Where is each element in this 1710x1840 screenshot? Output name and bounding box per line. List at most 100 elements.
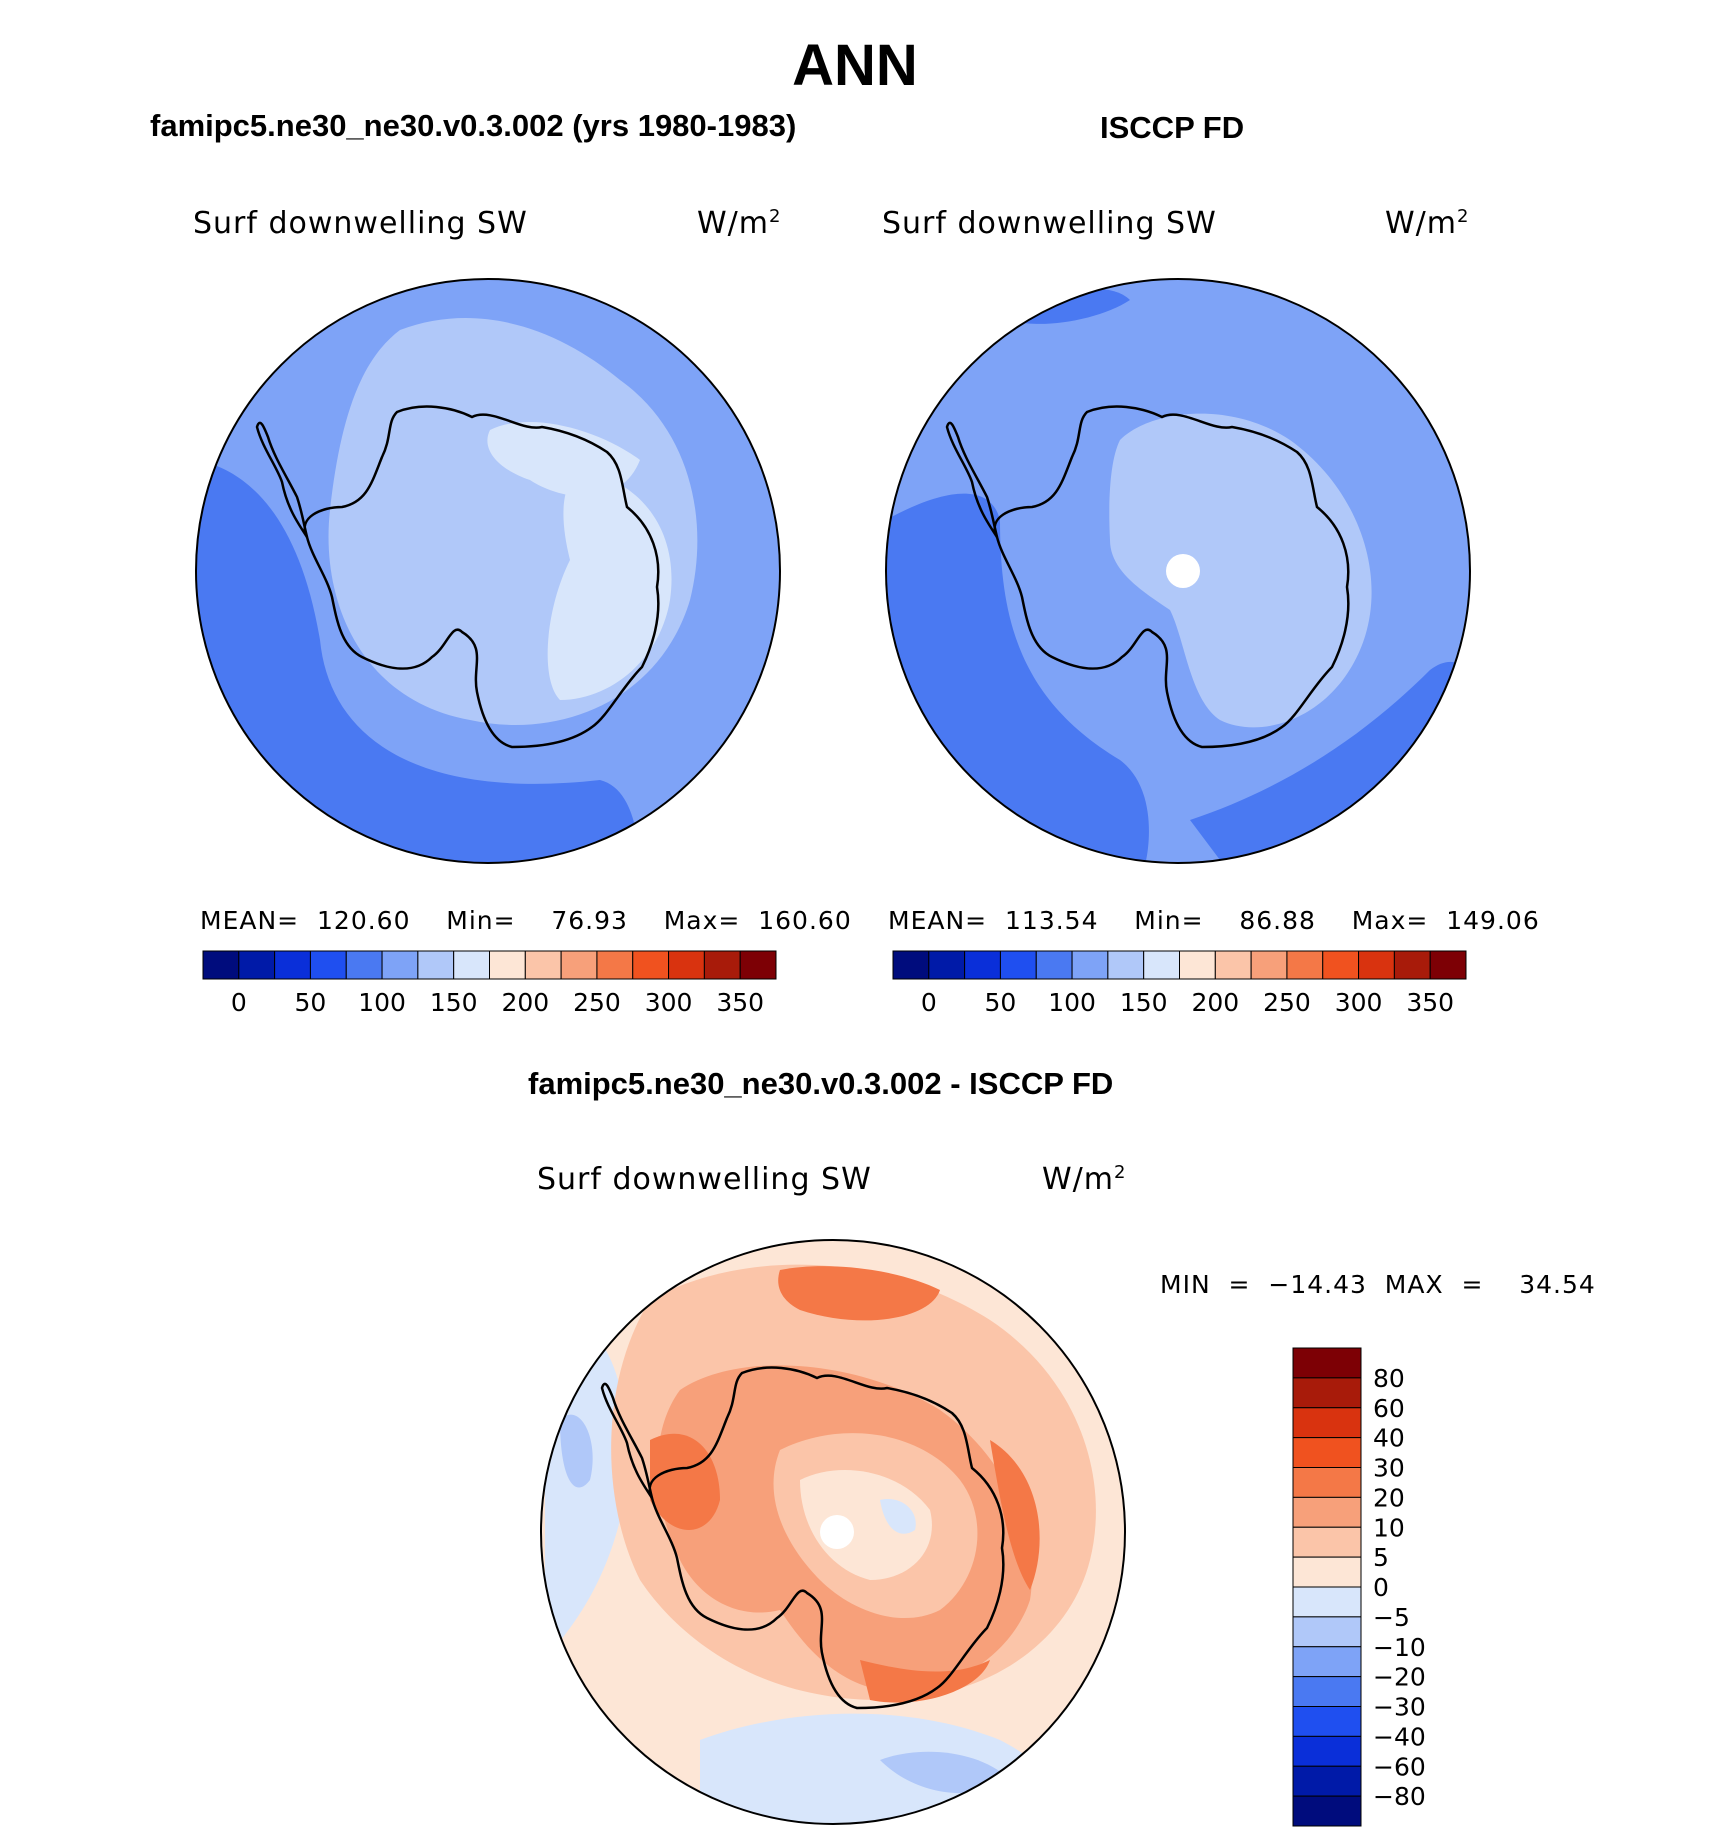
model-colorbar-tick-label: 0 xyxy=(231,988,247,1017)
obs-variable-label: Surf downwelling SW xyxy=(882,206,1217,241)
diff-colorbar-tick-label: −5 xyxy=(1373,1603,1410,1632)
model-colorbar-swatch xyxy=(524,950,562,980)
diff-colorbar-tick-label: 5 xyxy=(1373,1543,1389,1572)
model-units-label: W/m2 xyxy=(697,206,782,241)
model-colorbar-swatch xyxy=(345,950,383,980)
obs-colorbar-swatch xyxy=(1286,950,1324,980)
diff-colorbar-swatch xyxy=(1292,1556,1362,1588)
diff-colorbar-tick-label: 80 xyxy=(1373,1364,1405,1393)
model-colorbar-swatch xyxy=(274,950,311,980)
model-variable-label: Surf downwelling SW xyxy=(193,206,528,241)
model-map xyxy=(196,279,780,863)
diff-colorbar-swatch xyxy=(1292,1437,1362,1468)
diff-colorbar-swatch xyxy=(1292,1735,1362,1767)
obs-colorbar-tick-label: 0 xyxy=(921,988,937,1017)
obs-colorbar-tick-label: 150 xyxy=(1120,988,1168,1017)
diff-colorbar-swatch xyxy=(1292,1795,1362,1827)
obs-colorbar-swatch xyxy=(964,950,1001,980)
model-colorbar-swatch xyxy=(417,950,455,980)
model-colorbar-swatch xyxy=(739,950,777,980)
obs-colorbar: 0 50 100 150 200 250 300 350 xyxy=(892,950,1467,1017)
diff-panel-title: famipc5.ne30_ne30.v0.3.002 - ISCCP FD xyxy=(528,1066,1114,1101)
obs-colorbar-tick-label: 100 xyxy=(1048,988,1096,1017)
obs-colorbar-swatch xyxy=(999,950,1037,980)
diff-stats: MIN = −14.43 MAX = 34.54 xyxy=(1160,1270,1596,1299)
model-panel-title: famipc5.ne30_ne30.v0.3.002 (yrs 1980-198… xyxy=(150,108,797,143)
obs-colorbar-swatch xyxy=(1322,950,1360,980)
diff-colorbar-swatch xyxy=(1292,1616,1362,1648)
model-stats: MEAN= 120.60 Min= 76.93 Max= 160.60 xyxy=(200,906,852,935)
diff-colorbar-tick-label: −40 xyxy=(1373,1722,1426,1751)
model-colorbar-swatch xyxy=(489,950,526,980)
obs-colorbar-swatch xyxy=(892,950,930,980)
obs-colorbar-swatch xyxy=(1429,950,1467,980)
diff-units-label: W/m2 xyxy=(1042,1162,1127,1197)
obs-colorbar-swatch xyxy=(1143,950,1180,980)
model-colorbar-swatch xyxy=(703,950,741,980)
diff-colorbar-tick-label: 30 xyxy=(1373,1454,1405,1483)
diff-colorbar-tick-label: 60 xyxy=(1373,1394,1405,1423)
obs-colorbar-swatch xyxy=(1214,950,1252,980)
obs-map xyxy=(886,279,1470,863)
obs-colorbar-swatch xyxy=(1035,950,1073,980)
model-colorbar-tick-label: 250 xyxy=(573,988,621,1017)
diff-colorbar-swatch xyxy=(1292,1347,1362,1379)
obs-colorbar-swatch xyxy=(1250,950,1288,980)
model-colorbar-swatch xyxy=(238,950,276,980)
model-colorbar-swatch xyxy=(596,950,634,980)
model-colorbar-tick-label: 50 xyxy=(295,988,327,1017)
model-colorbar-swatch xyxy=(202,950,240,980)
diff-colorbar-swatch xyxy=(1292,1526,1362,1558)
diff-colorbar-swatch xyxy=(1292,1676,1362,1707)
obs-stats: MEAN= 113.54 Min= 86.88 Max= 149.06 xyxy=(888,906,1540,935)
diff-map xyxy=(541,1240,1125,1824)
diff-colorbar-swatch xyxy=(1292,1407,1362,1439)
obs-colorbar-swatch xyxy=(1358,950,1395,980)
model-colorbar-swatch xyxy=(632,950,670,980)
diff-variable-label: Surf downwelling SW xyxy=(537,1162,872,1197)
obs-units-label: W/m2 xyxy=(1385,206,1470,241)
model-colorbar-swatch xyxy=(381,950,419,980)
diff-colorbar-swatch xyxy=(1292,1706,1362,1737)
obs-colorbar-tick-label: 300 xyxy=(1335,988,1383,1017)
model-colorbar-tick-label: 150 xyxy=(430,988,478,1017)
model-colorbar-swatch xyxy=(453,950,490,980)
obs-colorbar-swatch xyxy=(1179,950,1216,980)
diff-colorbar-swatch xyxy=(1292,1646,1362,1678)
diff-colorbar-tick-label: −10 xyxy=(1373,1633,1426,1662)
diff-colorbar-tick-label: 0 xyxy=(1373,1573,1389,1602)
obs-panel-title: ISCCP FD xyxy=(1100,110,1245,145)
obs-map-outline xyxy=(885,278,1471,864)
diff-colorbar-tick-label: 10 xyxy=(1373,1513,1405,1542)
diff-colorbar-swatch xyxy=(1292,1586,1362,1618)
diff-colorbar-tick-label: 40 xyxy=(1373,1424,1405,1453)
model-colorbar-swatch xyxy=(668,950,705,980)
obs-colorbar-tick-label: 200 xyxy=(1191,988,1239,1017)
diff-colorbar-tick-label: −60 xyxy=(1373,1752,1426,1781)
obs-colorbar-swatch xyxy=(1107,950,1145,980)
model-colorbar-tick-label: 300 xyxy=(645,988,693,1017)
model-colorbar-tick-label: 350 xyxy=(716,988,764,1017)
obs-colorbar-swatch xyxy=(1071,950,1109,980)
obs-colorbar-tick-label: 350 xyxy=(1406,988,1454,1017)
diff-colorbar-swatch xyxy=(1292,1496,1362,1528)
model-colorbar-tick-label: 100 xyxy=(358,988,406,1017)
diff-colorbar-tick-label: −30 xyxy=(1373,1693,1426,1722)
obs-colorbar-swatch xyxy=(928,950,966,980)
obs-colorbar-tick-label: 250 xyxy=(1263,988,1311,1017)
model-colorbar-tick-label: 200 xyxy=(501,988,549,1017)
model-colorbar-swatch xyxy=(309,950,347,980)
diff-colorbar-tick-label: −80 xyxy=(1373,1782,1426,1811)
diff-colorbar-tick-label: 20 xyxy=(1373,1483,1405,1512)
diff-map-outline xyxy=(540,1239,1126,1825)
model-colorbar: 0 50 100 150 200 250 300 350 xyxy=(202,950,777,1017)
model-map-outline xyxy=(195,278,781,864)
obs-colorbar-swatch xyxy=(1393,950,1431,980)
diff-colorbar-swatch xyxy=(1292,1765,1362,1797)
season-title: ANN xyxy=(792,33,918,98)
obs-colorbar-tick-label: 50 xyxy=(985,988,1017,1017)
diff-colorbar-swatch xyxy=(1292,1377,1362,1409)
diff-colorbar-swatch xyxy=(1292,1467,1362,1498)
